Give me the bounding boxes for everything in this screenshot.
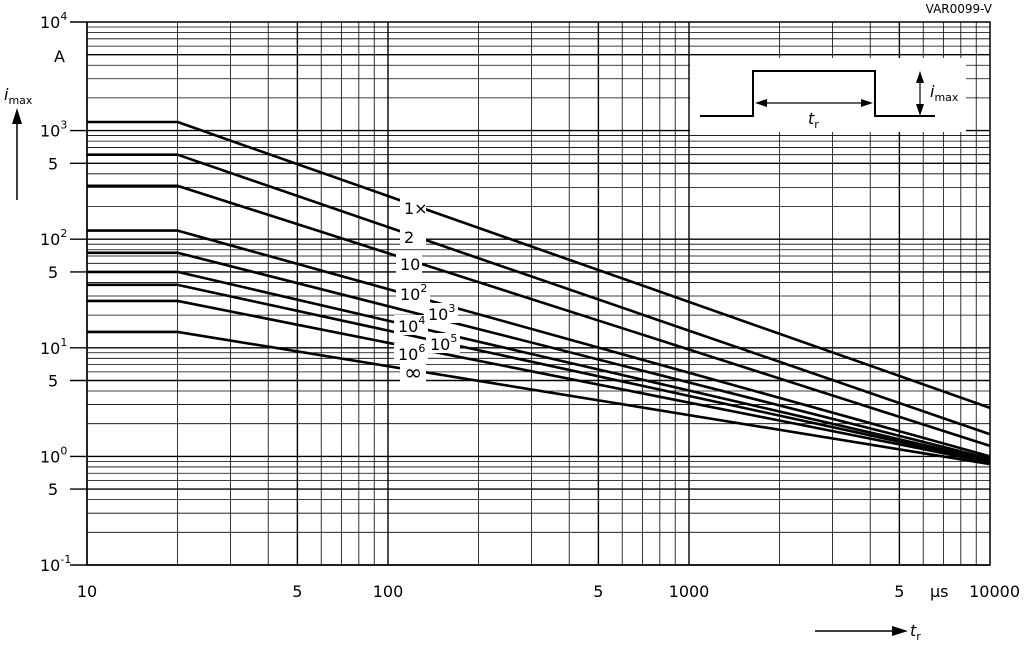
x-tick-label: 5 xyxy=(894,582,904,601)
figure-code: VAR0099-V xyxy=(926,2,993,16)
x-axis-label-main: t xyxy=(910,621,917,640)
x-unit-label: µs xyxy=(930,582,949,601)
series-line-4 xyxy=(87,229,991,458)
series-line-6 xyxy=(87,270,991,462)
inset-imax-sub: max xyxy=(934,91,958,104)
y-axis-arrow xyxy=(12,108,22,200)
x-axis-label-subscript: r xyxy=(916,630,921,643)
inset-tr-label: tr xyxy=(808,109,819,131)
series-label-bg xyxy=(400,226,426,246)
series-label-4: 102 xyxy=(400,282,427,304)
inset-tr-main: t xyxy=(808,109,815,128)
series-line-5 xyxy=(87,251,991,461)
series-line-9 xyxy=(87,330,991,466)
y-tick-label: 5 xyxy=(48,371,58,390)
series-label-2: 2 xyxy=(404,228,414,247)
x-tick-label: 10 xyxy=(77,582,97,601)
y-tick-label: 10-1 xyxy=(40,553,71,575)
series-line-8 xyxy=(87,299,991,464)
y-tick-label: 101 xyxy=(40,336,67,358)
series-label-bg xyxy=(396,253,422,273)
imax-dimension-arrow xyxy=(916,71,924,116)
minor-grid xyxy=(87,22,990,565)
series-line-3 xyxy=(87,184,991,448)
series-label-bg xyxy=(400,197,426,217)
y-tick-label: 100 xyxy=(40,444,67,466)
series-line-1 xyxy=(87,120,991,410)
series-label-bg xyxy=(394,315,428,335)
x-tick-label: 5 xyxy=(593,582,603,601)
y-axis-label-main: i xyxy=(4,85,9,104)
series-label-3: 10 xyxy=(400,255,420,274)
y-tick-label: 102 xyxy=(40,227,67,249)
y-tick-label: 5 xyxy=(48,480,58,499)
series-label-5: 103 xyxy=(428,302,455,324)
series-label-6: 104 xyxy=(398,314,425,336)
series-label-8: 106 xyxy=(398,342,425,364)
y-tick-labels: 104 103 5 102 5 101 5 100 5 10-1 xyxy=(40,10,87,575)
y-tick-label: 5 xyxy=(48,263,58,282)
x-tick-label: 10000 xyxy=(969,582,1020,601)
series-line-7 xyxy=(87,283,991,463)
series-layer xyxy=(87,120,991,466)
y-tick-label: 5 xyxy=(48,154,58,173)
x-axis-arrow xyxy=(815,626,908,636)
x-tick-label: 1000 xyxy=(669,582,710,601)
inset-imax-main: i xyxy=(930,82,935,101)
series-label-1: 1× xyxy=(404,199,428,218)
y-axis-label-subscript: max xyxy=(8,94,32,107)
series-label-7: 105 xyxy=(430,332,457,354)
series-label-bg xyxy=(424,303,458,323)
inset-imax-label: imax xyxy=(930,82,959,104)
y-axis-label: imax xyxy=(4,85,33,107)
series-label-9: ∞ xyxy=(404,361,422,386)
tr-dimension-arrow xyxy=(755,99,873,107)
plot-frame xyxy=(86,21,991,566)
x-tick-label: 100 xyxy=(373,582,404,601)
series-label-bg xyxy=(400,363,426,383)
pulse-shape xyxy=(700,70,935,117)
inset-background xyxy=(690,58,966,132)
series-label-bg xyxy=(394,343,428,363)
x-tick-labels: 10 5 100 5 1000 5 10000 xyxy=(77,582,1020,601)
y-tick-label: 103 xyxy=(40,119,67,141)
series-label-bg xyxy=(396,283,430,303)
inset-tr-sub: r xyxy=(814,118,819,131)
series-line-2 xyxy=(87,153,991,436)
x-axis-label: tr xyxy=(910,621,921,643)
series-label-bg xyxy=(426,333,460,353)
y-unit-label: A xyxy=(54,47,65,66)
pulse-inset: tr imax xyxy=(690,58,966,132)
x-tick-label: 5 xyxy=(292,582,302,601)
y-tick-label: 104 xyxy=(40,10,67,32)
